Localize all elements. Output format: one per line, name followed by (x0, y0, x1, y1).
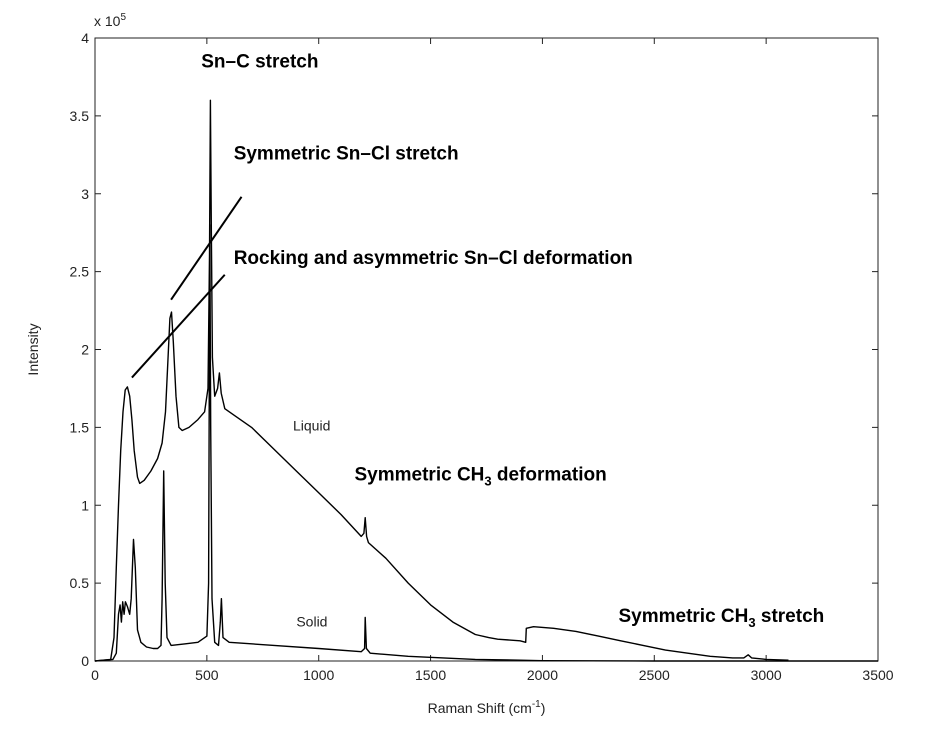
x-tick-label: 2500 (639, 667, 670, 683)
series-line-solid (94, 224, 878, 662)
x-tick-label: 2000 (527, 667, 558, 683)
series-group (94, 99, 878, 662)
series-label-liquid: Liquid (293, 417, 330, 433)
x-axis-label-superscript: -1 (532, 699, 541, 710)
annotation-leader-line (131, 274, 226, 379)
y-tick-label: 1 (81, 497, 89, 513)
y-tick-label: 3.5 (70, 108, 90, 124)
y-tick-label: 4 (81, 30, 89, 46)
annotation-label: Symmetric Sn–Cl stretch (234, 143, 459, 164)
annotation-subscript: 3 (484, 473, 491, 488)
x-tick-label: 0 (91, 667, 99, 683)
x-tick-label: 3500 (862, 667, 893, 683)
y-tick-label: 0.5 (70, 575, 90, 591)
annotation-tail: deformation (492, 464, 607, 485)
annotation-subscript: 3 (748, 615, 755, 630)
series-line-liquid (94, 99, 789, 662)
x-tick-label: 1500 (415, 667, 446, 683)
axis-ticks: 0 500 1000 1500 2000 2500 3000 3500 0 0.5 1 1.5 2 2.5… (70, 12, 894, 683)
annotation-label: Symmetric CH3 deformation (355, 464, 607, 488)
y-multiplier-label: x 105 (94, 12, 126, 29)
annotation-label: Sn–C stretch (201, 52, 318, 73)
x-tick-label: 1000 (303, 667, 334, 683)
x-tick-label: 3000 (751, 667, 782, 683)
x-axis-label-tail: ) (541, 700, 546, 716)
y-tick-label: 3 (81, 186, 89, 202)
series-label-solid: Solid (296, 614, 327, 630)
y-tick-label: 2.5 (70, 264, 90, 280)
y-tick-label: 1.5 (70, 419, 90, 435)
label-group: Raman Shift (cm-1) Intensity Liquid Solid Sn… (25, 52, 824, 716)
annotation-label: Rocking and asymmetric Sn–Cl deformation (234, 248, 633, 269)
y-tick-label: 0 (81, 653, 89, 669)
x-axis-label: Raman Shift (cm-1) (428, 699, 546, 716)
annotation-label: Symmetric CH3 stretch (618, 606, 824, 630)
y-multiplier-exponent: 5 (120, 12, 126, 23)
y-axis-label: Intensity (25, 323, 41, 375)
annotation-leader-line (170, 196, 243, 301)
y-tick-label: 2 (81, 342, 89, 358)
annotation-tail: stretch (756, 606, 825, 627)
x-tick-label: 500 (195, 667, 219, 683)
